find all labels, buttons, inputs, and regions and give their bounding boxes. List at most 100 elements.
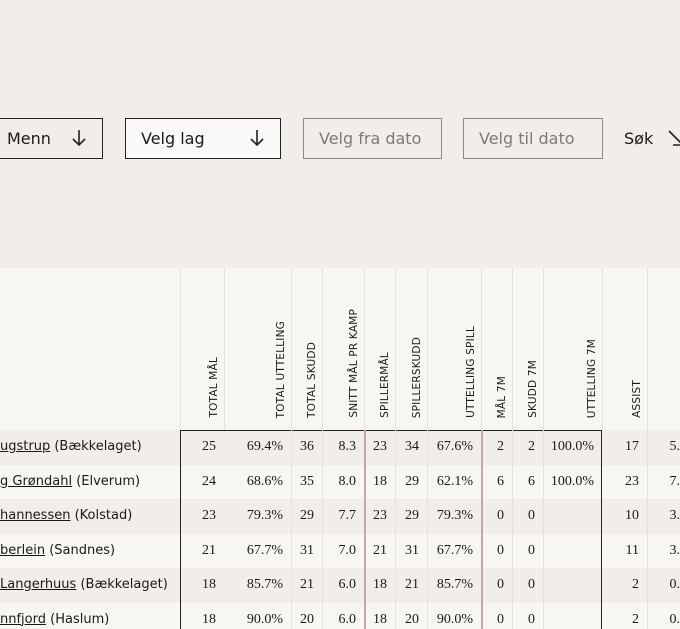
stat-cell: 2 xyxy=(528,439,535,454)
team-select[interactable]: Velg lag xyxy=(125,118,281,159)
stat-cell: 2 xyxy=(632,611,639,627)
stats-table: TOTAL MÅL TOTAL UTTELLING TOTAL SKUDD SNITT… xyxy=(0,268,680,629)
stat-cell: 2 xyxy=(632,577,639,592)
stat-cell: 6.0 xyxy=(338,577,357,592)
stat-cell: 10 xyxy=(625,508,639,523)
gender-select[interactable]: Menn xyxy=(0,118,103,159)
stat-cell: 67.7% xyxy=(436,542,473,558)
stat-cell: 8.0 xyxy=(338,473,357,489)
header-label: SKUDD 7M xyxy=(527,360,539,418)
table-border xyxy=(180,430,602,629)
stat-cell: 0 xyxy=(497,542,504,558)
team-name: (Kolstad) xyxy=(74,508,133,523)
stat-cell: 21 xyxy=(202,542,216,558)
header-label: TOTAL UTTELLING xyxy=(275,320,287,418)
stat-cell: 21 xyxy=(300,577,314,592)
gender-value: Menn xyxy=(7,129,51,148)
player-cell: hannessen (Kolstad) xyxy=(0,499,132,534)
from-date-input[interactable]: Velg fra dato xyxy=(303,118,442,159)
header-label: MÅL 7M xyxy=(496,375,508,418)
group-divider xyxy=(481,430,483,629)
stat-cell: 17 xyxy=(625,439,639,454)
stat-cell: 8.3 xyxy=(338,439,357,454)
stat-cell: 3.3 xyxy=(669,508,680,523)
player-link[interactable]: g Grøndahl xyxy=(0,473,73,489)
player-cell: ugstrup (Bækkelaget) xyxy=(0,430,142,465)
stat-cell: 21 xyxy=(373,542,387,558)
stat-cell: 79.3% xyxy=(436,508,473,523)
table-row: g Grøndahl (Elverum) 24 68.6% 35 8.0 18 29 62.1… xyxy=(0,464,680,500)
stat-cell: 0 xyxy=(528,577,535,592)
player-cell: nnfjord (Haslum) xyxy=(0,603,109,629)
team-name: (Bækkelaget) xyxy=(80,577,168,592)
search-label: Søk xyxy=(624,129,654,148)
stat-cell: 23 xyxy=(625,473,639,489)
column-divider xyxy=(543,430,544,629)
stat-cell: 0 xyxy=(528,542,535,558)
stat-cell: 11 xyxy=(625,542,639,558)
player-link[interactable]: hannessen xyxy=(0,508,71,523)
player-link[interactable]: nnfjord xyxy=(0,611,46,627)
column-header: SNITT MÅL PR KAMP xyxy=(322,268,364,430)
stat-cell: 31 xyxy=(405,542,419,558)
stat-cell: 0 xyxy=(497,508,504,523)
stat-cell: 7.7 xyxy=(338,508,357,523)
stat-cell: 79.3% xyxy=(246,508,283,523)
column-divider xyxy=(512,430,513,629)
stat-cell: 29 xyxy=(405,508,419,523)
player-link[interactable]: berlein xyxy=(0,542,46,558)
stat-cell: 7.7 xyxy=(669,473,680,489)
header-label: SNITT MÅL PR KAMP xyxy=(348,309,360,418)
stat-cell: 5.7 xyxy=(669,439,680,454)
header-label: ASSIST xyxy=(631,380,643,418)
stat-cell: 23 xyxy=(373,439,387,454)
column-header: SKUDD 7M xyxy=(512,268,543,430)
column-header: SNITT PR KAMP xyxy=(647,268,680,430)
group-divider xyxy=(364,430,366,629)
stat-cell: 68.6% xyxy=(246,473,283,489)
column-header: TOTAL SKUDD xyxy=(291,268,322,430)
stat-cell: 85.7% xyxy=(246,577,283,592)
header-label: UTTELLING SPILL xyxy=(465,326,477,418)
column-header: UTTELLING 7M xyxy=(543,268,602,430)
search-button[interactable]: Søk xyxy=(624,118,680,159)
stat-cell: 18 xyxy=(202,577,216,592)
stat-cell: 0 xyxy=(528,508,535,523)
team-name: (Sandnes) xyxy=(49,542,116,558)
stat-cell: 31 xyxy=(300,542,314,558)
stat-cell: 34 xyxy=(405,439,419,454)
stat-cell: 36 xyxy=(300,439,314,454)
stat-cell: 69.4% xyxy=(246,439,283,454)
column-header: TOTAL UTTELLING xyxy=(224,268,291,430)
column-divider xyxy=(427,430,428,629)
player-link[interactable]: ugstrup xyxy=(0,439,51,454)
stat-cell: 100.0% xyxy=(550,439,594,454)
player-link[interactable]: Langerhuus xyxy=(0,577,77,592)
stat-cell: 20 xyxy=(300,611,314,627)
stat-cell: 7.0 xyxy=(338,542,357,558)
column-divider xyxy=(291,430,292,629)
team-name: (Haslum) xyxy=(50,611,110,627)
stat-cell: 20 xyxy=(405,611,419,627)
header-label: SPILLERMÅL xyxy=(379,352,391,418)
stat-cell: 35 xyxy=(300,473,314,489)
to-date-input[interactable]: Velg til dato xyxy=(463,118,603,159)
player-cell: berlein (Sandnes) xyxy=(0,534,115,569)
stat-cell: 29 xyxy=(405,473,419,489)
stat-cell: 0 xyxy=(497,611,504,627)
stat-cell: 67.6% xyxy=(436,439,473,454)
header-label: TOTAL MÅL xyxy=(208,357,220,418)
arrow-icon xyxy=(250,130,264,147)
column-divider xyxy=(647,430,648,629)
team-name: (Elverum) xyxy=(76,473,141,489)
column-header: SPILLERSKUDD xyxy=(395,268,427,430)
stat-cell: 18 xyxy=(373,473,387,489)
stat-cell: 90.0% xyxy=(436,611,473,627)
header-label: SPILLERSKUDD xyxy=(411,336,423,418)
table-row: hannessen (Kolstad) 23 79.3% 29 7.7 23 29 79.3%… xyxy=(0,499,680,534)
player-cell: g Grøndahl (Elverum) xyxy=(0,465,140,500)
team-name: (Bækkelaget) xyxy=(54,439,142,454)
stat-cell: 18 xyxy=(373,611,387,627)
stat-cell: 100.0% xyxy=(550,473,594,489)
